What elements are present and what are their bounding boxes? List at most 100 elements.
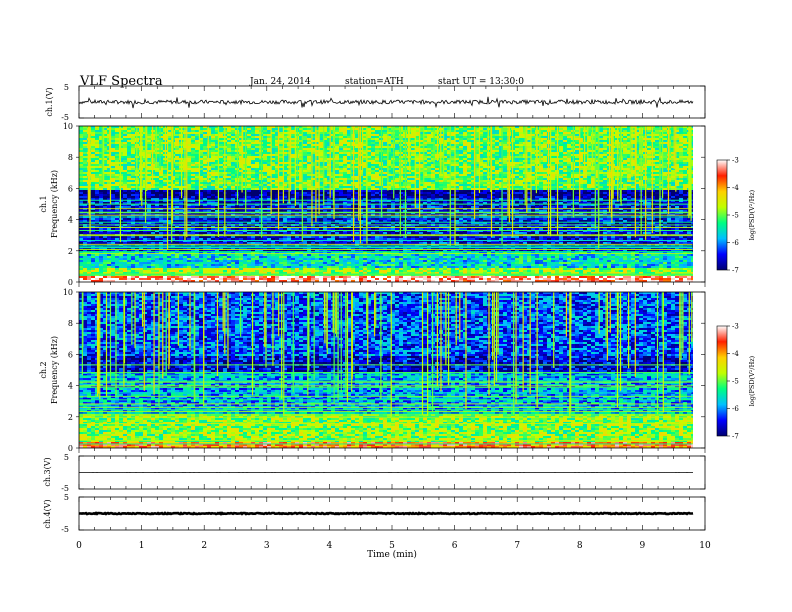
- spectrogram-cell: [283, 202, 288, 205]
- spectrogram-cell: [163, 194, 168, 197]
- spectrogram-cell: [291, 150, 296, 153]
- spectrogram-cell: [91, 264, 96, 267]
- spectrogram-cell: [255, 170, 260, 173]
- spectrogram-cell: [255, 156, 260, 159]
- spectrogram-cell: [139, 204, 144, 207]
- spectrogram-cell: [135, 192, 140, 195]
- spectrogram-cell: [235, 276, 240, 279]
- spectrogram-cell: [303, 128, 308, 131]
- spectrogram-cell: [311, 140, 316, 143]
- spectrogram-cell: [255, 174, 260, 177]
- spectrogram-cell: [319, 232, 324, 235]
- spectrogram-cell: [135, 208, 140, 211]
- spectrogram-cell: [171, 276, 176, 279]
- spectrogram-cell: [135, 194, 140, 197]
- spectrogram-cell: [175, 238, 180, 241]
- spectrogram-cell: [215, 164, 220, 167]
- spectrogram-cell: [119, 156, 124, 159]
- spectrogram-cell: [219, 150, 224, 153]
- spectrogram-cell: [127, 242, 132, 245]
- spectrogram-cell: [143, 276, 148, 279]
- spectrogram-cell: [279, 228, 284, 231]
- spectrogram-cell: [247, 256, 252, 259]
- spectrogram-cell: [151, 264, 156, 267]
- spectrogram-cell: [227, 168, 232, 171]
- spectrogram-cell: [131, 258, 136, 261]
- spectrogram-cell: [111, 154, 116, 157]
- spectrogram-cell: [119, 128, 124, 131]
- spectrogram-cell: [155, 186, 160, 189]
- spectrogram-cell: [319, 202, 324, 205]
- spectrogram-cell: [103, 280, 108, 282]
- spectrogram-cell: [311, 160, 316, 163]
- spectrogram-cell: [235, 280, 240, 282]
- spectrogram-cell: [83, 174, 88, 177]
- spectrogram-cell: [95, 144, 100, 147]
- spectrogram-cell: [279, 184, 284, 187]
- spectrogram-cell: [99, 230, 104, 233]
- spectrogram-cell: [239, 242, 244, 245]
- spectrogram-cell: [119, 166, 124, 169]
- spectrogram-cell: [263, 232, 268, 235]
- spectrogram-cell: [199, 218, 204, 221]
- spectrogram-cell: [279, 208, 284, 211]
- spectrogram-cell: [191, 130, 196, 133]
- spectrogram-cell: [79, 200, 84, 203]
- spectrogram-cell: [319, 180, 324, 183]
- spectrogram-cell: [307, 258, 312, 261]
- spectrogram-cell: [203, 170, 208, 173]
- spectrogram-cell: [287, 262, 292, 265]
- spectrogram-cell: [247, 248, 252, 251]
- spectrogram-cell: [119, 206, 124, 209]
- spectrogram-cell: [159, 232, 164, 235]
- spectrogram-cell: [159, 218, 164, 221]
- spectrogram-cell: [307, 180, 312, 183]
- spectrogram-cell: [119, 144, 124, 147]
- spectrogram-cell: [167, 200, 172, 203]
- spectrogram-cell: [199, 178, 204, 181]
- spectrogram-cell: [119, 126, 124, 129]
- spectrogram-cell: [291, 256, 296, 259]
- spectrogram-cell: [195, 200, 200, 203]
- spectrogram-cell: [187, 204, 192, 207]
- spectrogram-cell: [267, 142, 272, 145]
- spectrogram-cell: [279, 256, 284, 259]
- spectrogram-cell: [315, 146, 320, 149]
- spectrogram-cell: [267, 196, 272, 199]
- spectrogram-cell: [115, 210, 120, 213]
- spectrogram-cell: [91, 132, 96, 135]
- spectrogram-cell: [251, 160, 256, 163]
- spectrogram-cell: [295, 240, 300, 243]
- spectrogram-cell: [231, 130, 236, 133]
- spectrogram-cell: [255, 150, 260, 153]
- spectrogram-cell: [259, 270, 264, 273]
- spectrogram-cell: [111, 184, 116, 187]
- spectrogram-cell: [299, 218, 304, 221]
- spectrogram-cell: [295, 236, 300, 239]
- spectrogram-cell: [199, 138, 204, 141]
- spectrogram-cell: [103, 276, 108, 279]
- spectrogram-cell: [287, 228, 292, 231]
- spectrogram-cell: [199, 150, 204, 153]
- spectrogram-cell: [215, 194, 220, 197]
- spectrogram-cell: [211, 244, 216, 247]
- spectrogram-cell: [195, 142, 200, 145]
- spectrogram-cell: [91, 248, 96, 251]
- spectrogram-cell: [151, 142, 156, 145]
- spectrogram-cell: [167, 268, 172, 271]
- spectrogram-cell: [163, 204, 168, 207]
- spectrogram-cell: [251, 198, 256, 201]
- spectrogram-cell: [83, 168, 88, 171]
- spectrogram-cell: [235, 238, 240, 241]
- spectrogram-cell: [119, 174, 124, 177]
- spectrogram-cell: [323, 206, 328, 209]
- spectrogram-cell: [271, 272, 276, 275]
- spectrogram-cell: [279, 144, 284, 147]
- spectrogram-cell: [299, 140, 304, 143]
- spectrogram-cell: [151, 144, 156, 147]
- spectrogram-cell: [191, 134, 196, 137]
- spectrogram-cell: [171, 186, 176, 189]
- spectrogram-cell: [151, 162, 156, 165]
- spectrogram-cell: [167, 144, 172, 147]
- spectrogram-cell: [131, 148, 136, 151]
